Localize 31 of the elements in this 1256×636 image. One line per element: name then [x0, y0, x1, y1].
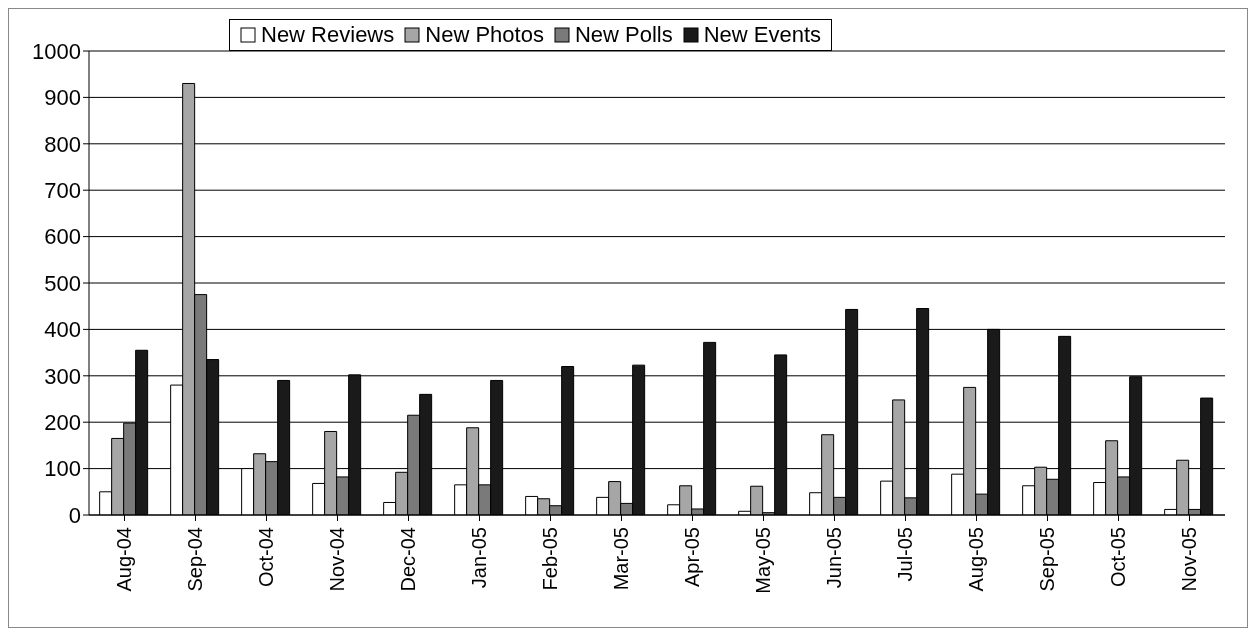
x-tick-label: Apr-05	[680, 527, 703, 588]
x-tick-label: Feb-05	[538, 527, 561, 591]
y-tick-label: 200	[44, 410, 81, 436]
y-tick-label: 300	[44, 363, 81, 389]
x-tick-label: Jun-05	[822, 527, 845, 589]
legend-label: New Events	[703, 22, 822, 48]
x-tick-label: Jul-05	[893, 527, 916, 582]
y-tick-label: 0	[68, 502, 81, 528]
x-tick-label: Nov-04	[325, 527, 348, 592]
y-tick-label: 500	[44, 270, 81, 296]
legend-label: New Reviews	[261, 22, 395, 48]
x-tick-label: Mar-05	[609, 527, 632, 591]
x-tick-label: Aug-04	[112, 527, 135, 592]
y-tick-label: 800	[44, 131, 81, 157]
legend-label: New Photos	[425, 22, 544, 48]
y-tick-label: 1000	[32, 38, 81, 64]
x-tick-label: Oct-05	[1106, 527, 1129, 588]
x-tick-label: May-05	[751, 527, 774, 594]
y-tick-label: 400	[44, 317, 81, 343]
x-tick-label: Jan-05	[467, 527, 490, 589]
y-tick-label: 700	[44, 178, 81, 204]
x-tick-label: Sep-04	[183, 527, 206, 592]
y-tick-label: 100	[44, 456, 81, 482]
x-tick-label: Oct-04	[254, 527, 277, 588]
x-tick-label: Aug-05	[964, 527, 987, 592]
y-tick-label: 600	[44, 224, 81, 250]
x-tick-label: Nov-05	[1177, 527, 1200, 592]
y-tick-label: 900	[44, 85, 81, 111]
legend-label: New Polls	[574, 22, 673, 48]
x-tick-label: Dec-04	[396, 527, 419, 592]
x-tick-label: Sep-05	[1035, 527, 1058, 592]
